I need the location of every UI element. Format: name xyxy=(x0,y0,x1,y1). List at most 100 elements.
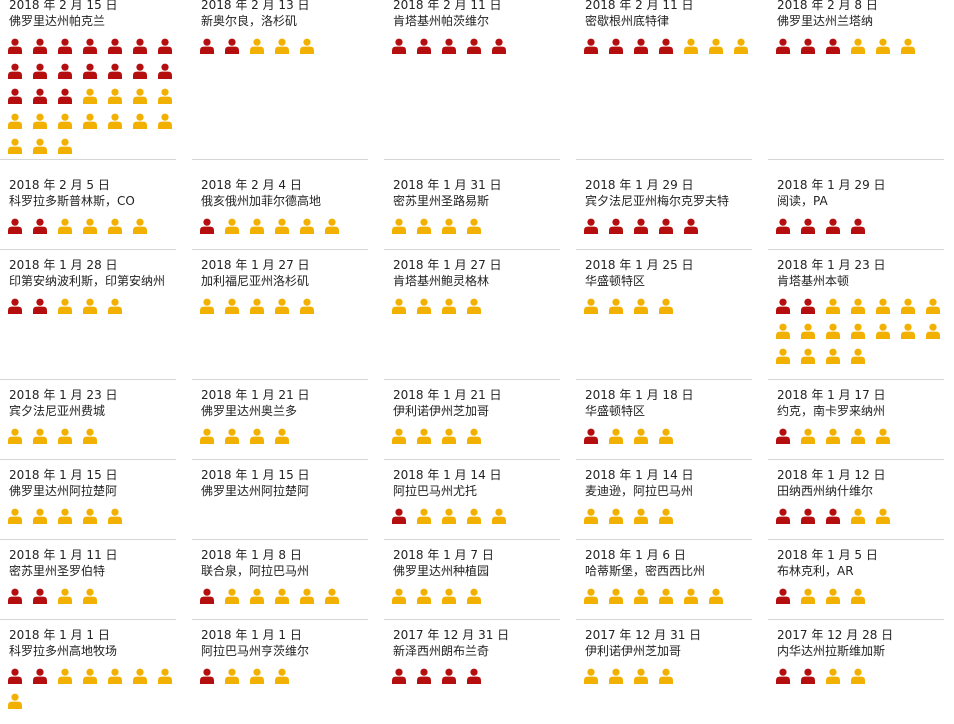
person-icon-red xyxy=(7,218,23,234)
incident-date: 2018 年 2 月 8 日 xyxy=(777,0,878,12)
person-icon-yellow xyxy=(57,668,73,684)
person-icon-yellow xyxy=(466,428,482,444)
card-divider xyxy=(768,249,944,250)
person-icon-yellow xyxy=(249,588,265,604)
person-icon-yellow xyxy=(608,588,624,604)
person-icon-red xyxy=(775,428,791,444)
person-icon-yellow xyxy=(32,138,48,154)
person-icon-yellow xyxy=(633,588,649,604)
person-icon-yellow xyxy=(491,508,507,524)
person-icon-yellow xyxy=(299,218,315,234)
person-icon-yellow xyxy=(633,428,649,444)
person-icon-red xyxy=(658,218,674,234)
person-icon-yellow xyxy=(633,508,649,524)
incident-location: 布林克利，AR xyxy=(777,564,854,578)
incident-card: 2018 年 1 月 12 日田纳西州纳什维尔 xyxy=(768,460,944,540)
person-icon-yellow xyxy=(800,323,816,339)
incident-location: 华盛顿特区 xyxy=(585,404,646,418)
person-icon-red xyxy=(32,63,48,79)
incident-card: 2018 年 1 月 23 日肯塔基州本顿 xyxy=(768,250,944,380)
incident-card: 2018 年 1 月 15 日佛罗里达州阿拉楚阿 xyxy=(0,460,176,540)
person-icon-red xyxy=(391,668,407,684)
person-icon-red xyxy=(391,508,407,524)
person-icon-red xyxy=(633,218,649,234)
person-icon-yellow xyxy=(925,298,941,314)
person-icon-yellow xyxy=(107,88,123,104)
incident-card: 2018 年 1 月 29 日宾夕法尼亚州梅尔克罗夫特 xyxy=(576,170,752,250)
person-icon-red xyxy=(199,668,215,684)
person-icon-red xyxy=(107,63,123,79)
person-icon-yellow xyxy=(249,218,265,234)
card-divider xyxy=(192,539,368,540)
incident-location: 加利福尼亚州洛杉矶 xyxy=(201,274,310,288)
card-divider xyxy=(576,249,752,250)
person-icon-red xyxy=(800,38,816,54)
incident-date: 2018 年 1 月 1 日 xyxy=(9,628,110,642)
incident-date: 2018 年 1 月 5 日 xyxy=(777,548,878,562)
incident-location: 华盛顿特区 xyxy=(585,274,646,288)
person-icon-yellow xyxy=(875,428,891,444)
person-icon-yellow xyxy=(199,298,215,314)
incident-date: 2018 年 1 月 23 日 xyxy=(9,388,118,402)
person-icon-red xyxy=(658,38,674,54)
incident-date: 2018 年 2 月 4 日 xyxy=(201,178,302,192)
card-divider xyxy=(384,379,560,380)
incident-date: 2018 年 1 月 8 日 xyxy=(201,548,302,562)
person-icon-yellow xyxy=(466,298,482,314)
person-icon-red xyxy=(107,38,123,54)
incident-location: 科罗拉多州高地牧场 xyxy=(9,644,118,658)
card-divider xyxy=(384,159,560,160)
person-icon-yellow xyxy=(132,218,148,234)
incident-location: 佛罗里达州帕克兰 xyxy=(9,14,106,28)
person-icon-red xyxy=(32,588,48,604)
incident-location: 密苏里州圣路易斯 xyxy=(393,194,490,208)
incident-card: 2018 年 1 月 21 日佛罗里达州奥兰多 xyxy=(192,380,368,460)
person-icon-red xyxy=(583,428,599,444)
incident-card: 2018 年 2 月 11 日密歇根州底特律 xyxy=(576,0,752,160)
person-icon-yellow xyxy=(825,298,841,314)
card-divider xyxy=(768,159,944,160)
person-icon-yellow xyxy=(57,508,73,524)
incident-date: 2018 年 1 月 15 日 xyxy=(9,468,118,482)
incident-location: 印第安纳波利斯，印第安纳州 xyxy=(9,274,166,288)
person-icon-yellow xyxy=(850,588,866,604)
person-icon-red xyxy=(32,668,48,684)
person-icon-yellow xyxy=(583,298,599,314)
person-icon-yellow xyxy=(157,88,173,104)
incident-card: 2018 年 1 月 15 日佛罗里达州阿拉楚阿 xyxy=(192,460,368,540)
person-icon-yellow xyxy=(875,298,891,314)
person-icon-yellow xyxy=(416,428,432,444)
person-icon-yellow xyxy=(107,298,123,314)
person-icon-yellow xyxy=(224,218,240,234)
person-icon-yellow xyxy=(274,298,290,314)
person-icon-yellow xyxy=(274,588,290,604)
card-divider xyxy=(384,249,560,250)
person-icon-yellow xyxy=(875,508,891,524)
card-divider xyxy=(576,539,752,540)
incident-card: 2018 年 2 月 13 日新奥尔良，洛杉矶 xyxy=(192,0,368,160)
person-icon-red xyxy=(775,668,791,684)
person-icon-yellow xyxy=(57,218,73,234)
person-icon-yellow xyxy=(800,428,816,444)
person-icon-red xyxy=(633,38,649,54)
person-icon-yellow xyxy=(825,348,841,364)
incident-location: 内华达州拉斯维加斯 xyxy=(777,644,886,658)
person-icon-red xyxy=(7,63,23,79)
card-divider xyxy=(768,459,944,460)
person-icon-red xyxy=(466,668,482,684)
incident-date: 2018 年 1 月 17 日 xyxy=(777,388,886,402)
person-icon-yellow xyxy=(608,508,624,524)
incident-card: 2018 年 1 月 28 日印第安纳波利斯，印第安纳州 xyxy=(0,250,176,380)
incident-card: 2018 年 1 月 14 日阿拉巴马州尤托 xyxy=(384,460,560,540)
incident-card: 2017 年 12 月 28 日内华达州拉斯维加斯 xyxy=(768,620,944,724)
incident-card: 2017 年 12 月 31 日伊利诺伊州芝加哥 xyxy=(576,620,752,724)
incident-location: 伊利诺伊州芝加哥 xyxy=(393,404,490,418)
person-icon-red xyxy=(683,218,699,234)
incident-date: 2018 年 1 月 21 日 xyxy=(393,388,502,402)
person-icon-red xyxy=(57,38,73,54)
incident-location: 新泽西州朗布兰奇 xyxy=(393,644,490,658)
incident-location: 阿拉巴马州尤托 xyxy=(393,484,478,498)
person-icon-yellow xyxy=(82,428,98,444)
person-icon-yellow xyxy=(274,38,290,54)
